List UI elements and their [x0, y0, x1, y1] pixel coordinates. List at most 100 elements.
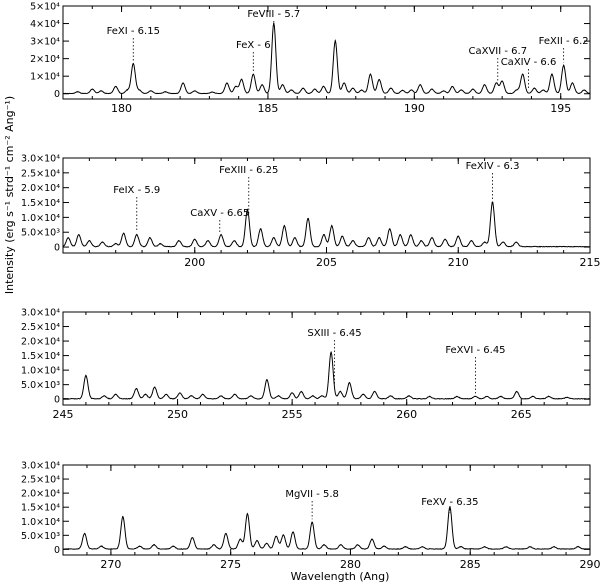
spectrum-peak	[522, 73, 524, 75]
spectrum-peak	[472, 88, 474, 90]
spectrum-peak	[340, 544, 342, 546]
spectrum-peak	[516, 89, 518, 91]
spectrum-peak	[88, 240, 90, 242]
spectrum-peak	[290, 89, 292, 91]
spectrum-peak	[374, 390, 376, 393]
spectrum-peak	[371, 538, 373, 540]
spectrum-peak	[533, 87, 535, 89]
spectrum-peak	[571, 82, 574, 84]
spectrum-peak	[457, 235, 459, 237]
x-tick-label: 290	[580, 558, 600, 571]
spectrum-peak	[252, 73, 254, 75]
line-annotation-label: FeVIII - 5.7	[247, 9, 300, 20]
spectrum-peak	[194, 90, 196, 92]
spectrum-peak	[226, 82, 228, 84]
x-tick-label: 195	[550, 102, 571, 115]
spectrum-peak	[115, 393, 117, 395]
line-annotation-label: FeXIII - 6.25	[219, 165, 278, 176]
spectrum-peak	[331, 225, 333, 227]
line-annotation-label: SXIII - 6.45	[307, 328, 361, 339]
spectrum-peak	[484, 546, 486, 548]
spectrum-peak	[474, 395, 477, 398]
spectrum-peak	[334, 40, 336, 42]
line-annotation-label: MgVII - 5.8	[285, 489, 339, 500]
spectrum-peak	[149, 237, 151, 239]
y-tick-label: 1.5×10⁴	[21, 351, 60, 362]
chart-panel-3: 245 250 255 260 265 0 5.0×10³ 1.0×10⁴ 1.5×10⁴ 2.0…	[21, 308, 591, 421]
spectrum-peak	[275, 535, 277, 537]
spectrum-peak	[431, 88, 433, 90]
spectrum-line	[62, 201, 591, 248]
spectrum-peak	[323, 234, 325, 236]
y-tick-label: 5×10⁴	[30, 2, 60, 13]
x-tick-label: 200	[184, 256, 205, 269]
spectrum-peak	[136, 234, 138, 236]
spectrum-peak	[291, 392, 293, 394]
spectrum-peak	[343, 82, 345, 84]
spectrum-peak	[505, 546, 507, 548]
x-tick-label: 270	[100, 558, 121, 571]
spectrum-peak	[378, 78, 380, 81]
spectrum-peak	[460, 89, 462, 91]
spectrum-peak	[115, 243, 117, 245]
spectrum-peak	[383, 545, 385, 547]
spectrum-peak	[348, 382, 351, 384]
y-tick-label: 2.0×10⁴	[21, 183, 60, 194]
spectrum-peak	[495, 82, 497, 84]
plot-frame	[62, 464, 591, 556]
spectrum-peak	[486, 395, 488, 398]
x-tick-label: 285	[460, 558, 481, 571]
spectrum-peak	[132, 63, 134, 65]
spectrum-peak	[501, 80, 503, 82]
spectrum-peak	[126, 89, 129, 91]
spectrum-peak	[429, 395, 431, 398]
spectrum-peak	[399, 234, 401, 236]
spectrum-peak	[220, 234, 222, 236]
y-tick-label: 3.0×10⁴	[21, 461, 60, 472]
x-tick-label: 255	[282, 408, 303, 421]
spectrum-peak	[548, 395, 550, 398]
spectrum-peak	[321, 395, 323, 397]
y-tick-label: 0	[54, 545, 60, 556]
spectrum-line	[62, 505, 591, 550]
spectrum-peak	[502, 241, 504, 243]
spectrum-peak	[390, 395, 392, 397]
spectrum-peak	[144, 393, 147, 395]
y-tick-label: 2.0×10⁴	[21, 489, 60, 500]
line-annotation-label: FeIX - 5.9	[113, 185, 160, 196]
spectrum-peak	[341, 235, 343, 237]
y-tick-label: 0	[54, 395, 60, 406]
spectrum-peak	[484, 84, 486, 86]
line-annotation-label: FeX - 6	[236, 40, 271, 51]
spectrum-line	[62, 350, 591, 400]
spectrum-peak	[484, 241, 486, 243]
spectrum-peak	[182, 82, 184, 84]
spectrum-peak	[246, 208, 249, 211]
spectrum-peak	[449, 506, 451, 508]
spectrum-peak	[408, 395, 410, 397]
y-tick-label: 2.5×10⁴	[21, 322, 60, 333]
y-tick-label: 0	[54, 243, 60, 254]
spectrum-peak	[191, 537, 193, 539]
spectrum-peak	[139, 545, 141, 547]
spectrum-peak	[362, 393, 364, 395]
spectrum-peak	[273, 22, 275, 24]
spectrum-peak	[339, 390, 341, 393]
x-tick-label: 265	[511, 408, 532, 421]
chart-panel-4: 270 275 280 285 290 0 5.0×10³ 1.0×10⁴ 1.5×10⁴ 2.0…	[21, 461, 600, 572]
chart-panel-2: 200 205 210 215 0 5.0×10³ 1.0×10⁴ 1.5×10⁴ 2.0×10…	[21, 154, 600, 270]
spectrum-peak	[378, 237, 380, 239]
spectrum-peak	[470, 240, 473, 242]
spectrum-peak	[211, 91, 213, 93]
spectrum-peak	[234, 393, 236, 395]
x-tick-label: 245	[53, 408, 74, 421]
y-tick-label: 1×10⁴	[30, 72, 60, 83]
spectrum-peak	[563, 64, 565, 66]
spectrum-peak	[179, 392, 181, 394]
y-tick-label: 3.0×10⁴	[21, 308, 60, 319]
spectrum-peak	[233, 240, 235, 242]
y-tick-label: 2.0×10⁴	[21, 337, 60, 348]
spectrum-peak	[266, 379, 268, 381]
spectrum-peak	[202, 393, 204, 395]
